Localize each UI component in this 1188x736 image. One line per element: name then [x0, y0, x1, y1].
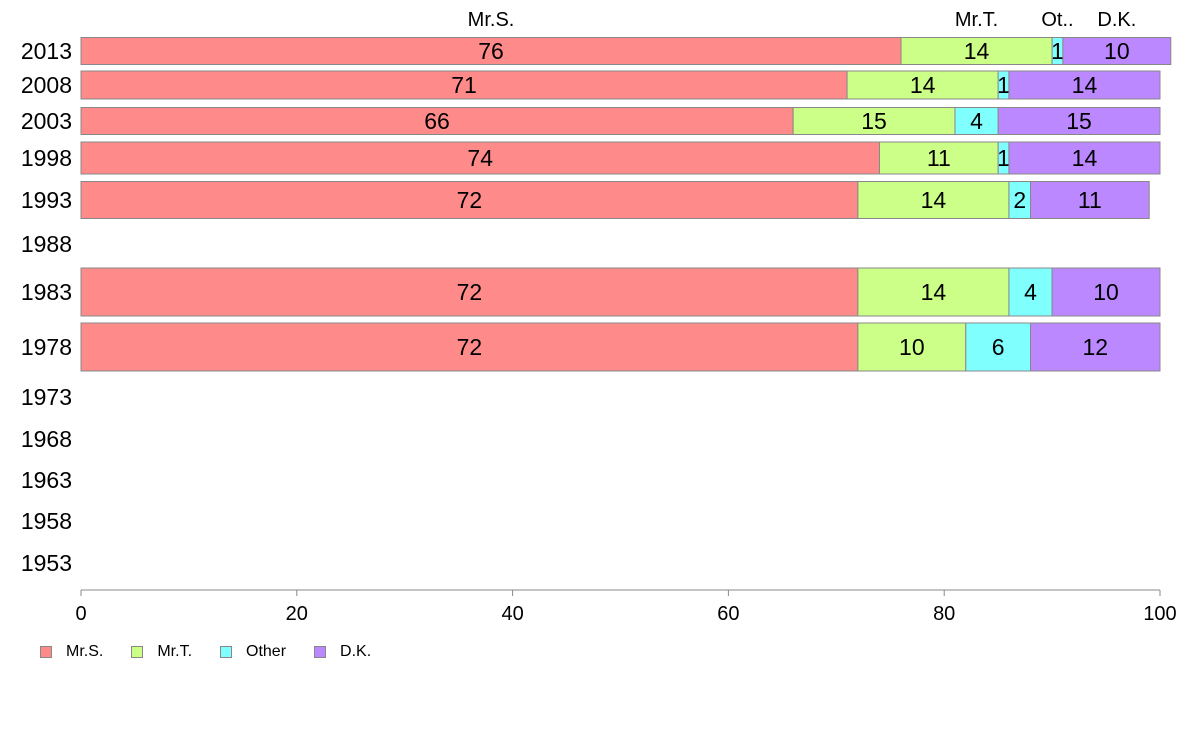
bar-segment-1998-3 [1008, 141, 1161, 175]
legend-swatch-2 [220, 646, 233, 658]
year-label-1993: 1993 [21, 187, 72, 213]
data-label-1993-1: 14 [921, 187, 947, 213]
x-tick-label-4: 80 [933, 603, 955, 625]
bar-segment-1998-0 [80, 141, 880, 175]
legend-label-2: Other [246, 643, 287, 660]
x-tick-label-0: 0 [75, 603, 86, 625]
bar-segment-1978-3 [1030, 322, 1161, 372]
data-label-1998-0: 74 [467, 145, 493, 171]
legend-swatch-0 [40, 646, 52, 658]
year-label-1983: 1983 [21, 279, 72, 305]
data-label-2013-1: 14 [964, 38, 990, 64]
data-label-1998-3: 14 [1072, 145, 1098, 171]
top-label-2: Ot.. [1041, 9, 1073, 31]
data-label-2003-3: 15 [1066, 108, 1092, 134]
legend-item-0: Mr.S. [40, 643, 103, 661]
data-label-2013-0: 76 [478, 38, 504, 64]
data-label-1993-0: 72 [457, 187, 483, 213]
bar-segment-1993-1 [857, 181, 1010, 219]
data-label-1983-1: 14 [921, 279, 947, 305]
data-label-2008-2: 1 [997, 72, 1010, 98]
legend-swatch-1 [131, 646, 144, 658]
x-tick-label-3: 60 [717, 603, 739, 625]
data-label-2008-0: 71 [451, 72, 477, 98]
bar-segment-2003-0 [80, 107, 794, 135]
data-label-1983-0: 72 [457, 279, 483, 305]
bar-segment-1998-1 [878, 141, 999, 175]
bar-segment-1983-3 [1051, 267, 1161, 317]
bar-segment-1978-0 [80, 322, 859, 372]
bar-segment-2008-1 [846, 70, 999, 100]
x-axis: 0 20 40 60 80 100 [75, 589, 1177, 625]
legend-label-1: Mr.T. [157, 643, 193, 660]
data-label-2008-1: 14 [910, 72, 936, 98]
data-label-2003-1: 15 [861, 108, 887, 134]
year-label-1968: 1968 [21, 426, 72, 452]
year-label-2008: 2008 [21, 72, 72, 98]
year-label-2013: 2013 [21, 38, 72, 64]
data-label-2013-2: 1 [1051, 38, 1064, 64]
year-label-1988: 1988 [21, 231, 72, 257]
year-label-1953: 1953 [21, 550, 72, 576]
x-tick-label-1: 20 [286, 603, 308, 625]
data-label-2003-0: 66 [424, 108, 450, 134]
year-label-1978: 1978 [21, 334, 72, 360]
year-labels: 2013 2008 2003 1998 1993 1988 1983 1978 1973 1968… [21, 38, 72, 576]
data-label-2003-2: 4 [970, 108, 983, 134]
top-label-3: D.K. [1097, 9, 1136, 31]
data-label-2013-3: 10 [1104, 38, 1130, 64]
legend-swatch-3 [314, 646, 327, 658]
legend-item-2: Other [220, 643, 286, 661]
top-label-1: Mr.T. [955, 9, 998, 31]
bar-segment-2013-0 [80, 37, 902, 65]
data-label-1983-2: 4 [1024, 279, 1037, 305]
legend-item-1: Mr.T. [131, 643, 192, 661]
year-label-1998: 1998 [21, 145, 72, 171]
bar-segment-1983-2 [1008, 267, 1053, 317]
bar-segment-2003-1 [792, 107, 956, 135]
legend-item-3: D.K. [314, 643, 371, 661]
bar-segment-1983-1 [857, 267, 1010, 317]
x-tick-label-2: 40 [501, 603, 523, 625]
legend-label-0: Mr.S. [66, 643, 104, 660]
data-label-1978-0: 72 [457, 334, 483, 360]
bar-segment-2003-3 [997, 107, 1161, 135]
bar-segment-2003-2 [954, 107, 999, 135]
year-label-2003: 2003 [21, 108, 72, 134]
data-label-1993-3: 11 [1078, 187, 1102, 213]
x-tick-label-5: 100 [1143, 603, 1176, 625]
top-labels: Mr.S. Mr.T. Ot.. D.K. [468, 9, 1137, 31]
legend-label-3: D.K. [340, 643, 372, 660]
data-label-1993-2: 2 [1013, 187, 1026, 213]
bar-segment-1978-1 [857, 322, 967, 372]
data-label-1983-3: 10 [1093, 279, 1119, 305]
top-label-0: Mr.S. [468, 9, 515, 31]
data-label-1998-1: 11 [927, 145, 951, 171]
data-label-2008-3: 14 [1072, 72, 1098, 98]
year-label-1963: 1963 [21, 467, 72, 493]
bar-segment-1983-0 [80, 267, 859, 317]
data-label-1978-3: 12 [1082, 334, 1108, 360]
bar-segment-1993-3 [1030, 181, 1150, 219]
bar-segment-2013-3 [1062, 37, 1172, 65]
data-label-1998-2: 1 [997, 145, 1010, 171]
data-label-1978-2: 6 [992, 334, 1005, 360]
year-label-1973: 1973 [21, 384, 72, 410]
bar-segment-2013-1 [900, 37, 1053, 65]
data-label-1978-1: 10 [899, 334, 925, 360]
bar-segment-2008-3 [1008, 70, 1161, 100]
legend: Mr.S. Mr.T. Other D.K. [40, 643, 399, 661]
year-label-1958: 1958 [21, 508, 72, 534]
bar-segment-1978-2 [965, 322, 1032, 372]
